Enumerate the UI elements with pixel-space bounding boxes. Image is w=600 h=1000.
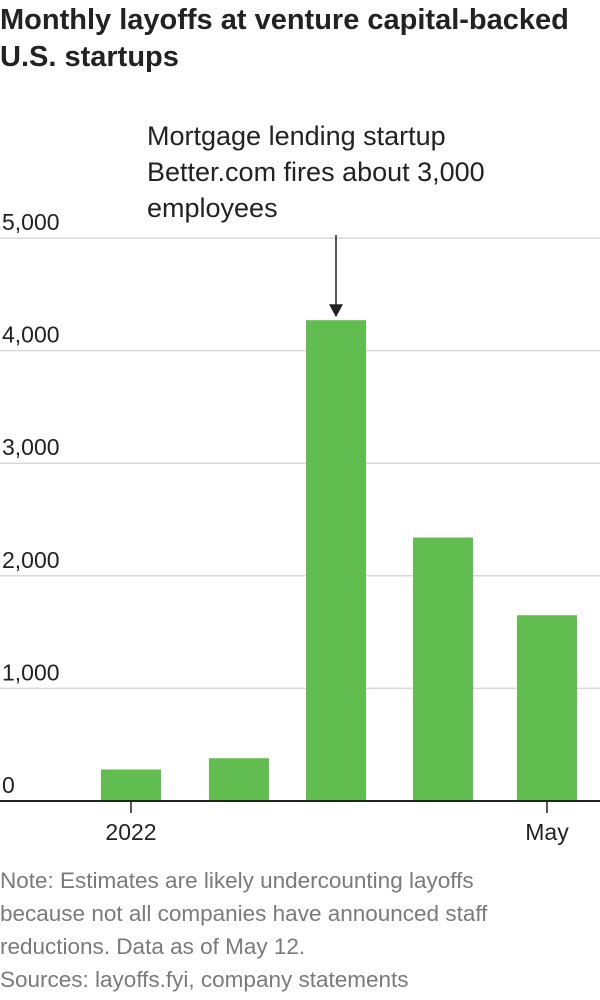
annotation-text: Mortgage lending startup Better.com fire… [147,118,485,226]
gridlines [0,237,600,690]
x-tick-label: May [525,819,569,845]
bar [517,615,577,801]
y-tick-label: 5,000 [2,209,60,235]
bar-chart: 0 1,000 2,000 3,000 4,000 5,000 2022 May [0,209,600,845]
bars [101,320,577,801]
tick-labels: 0 1,000 2,000 3,000 4,000 5,000 2022 May [2,209,569,845]
annotation-line-2: Better.com fires about 3,000 [147,157,485,187]
chart-footer: Note: Estimates are likely undercounting… [0,864,596,996]
bar [101,769,161,801]
bar [209,758,269,801]
annotation-line-1: Mortgage lending startup [147,121,446,151]
sources: Sources: layoffs.fyi, company statements [0,967,409,992]
chart-title-line-1: Monthly layoffs at venture capital-backe… [0,4,569,36]
axes [0,800,600,813]
x-tick-label: 2022 [105,819,156,845]
y-tick-label: 2,000 [2,547,60,573]
annotation-arrow [329,235,343,318]
note-line-1: Note: Estimates are likely undercounting… [0,868,474,893]
note-line-3: reductions. Data as of May 12. [0,934,306,959]
annotation-line-3: employees [147,193,278,223]
bar [306,320,366,801]
y-tick-label: 4,000 [2,322,60,348]
y-tick-label: 0 [2,772,15,798]
chart-area: 0 1,000 2,000 3,000 4,000 5,000 2022 May [0,100,600,860]
chart-title-line-2: U.S. startups [0,41,179,73]
bar [413,537,473,801]
note-line-2: because not all companies have announced… [0,901,488,926]
arrow-head [329,304,343,318]
chart-title: Monthly layoffs at venture capital-backe… [0,2,590,76]
y-tick-label: 1,000 [2,659,60,685]
y-tick-label: 3,000 [2,434,60,460]
